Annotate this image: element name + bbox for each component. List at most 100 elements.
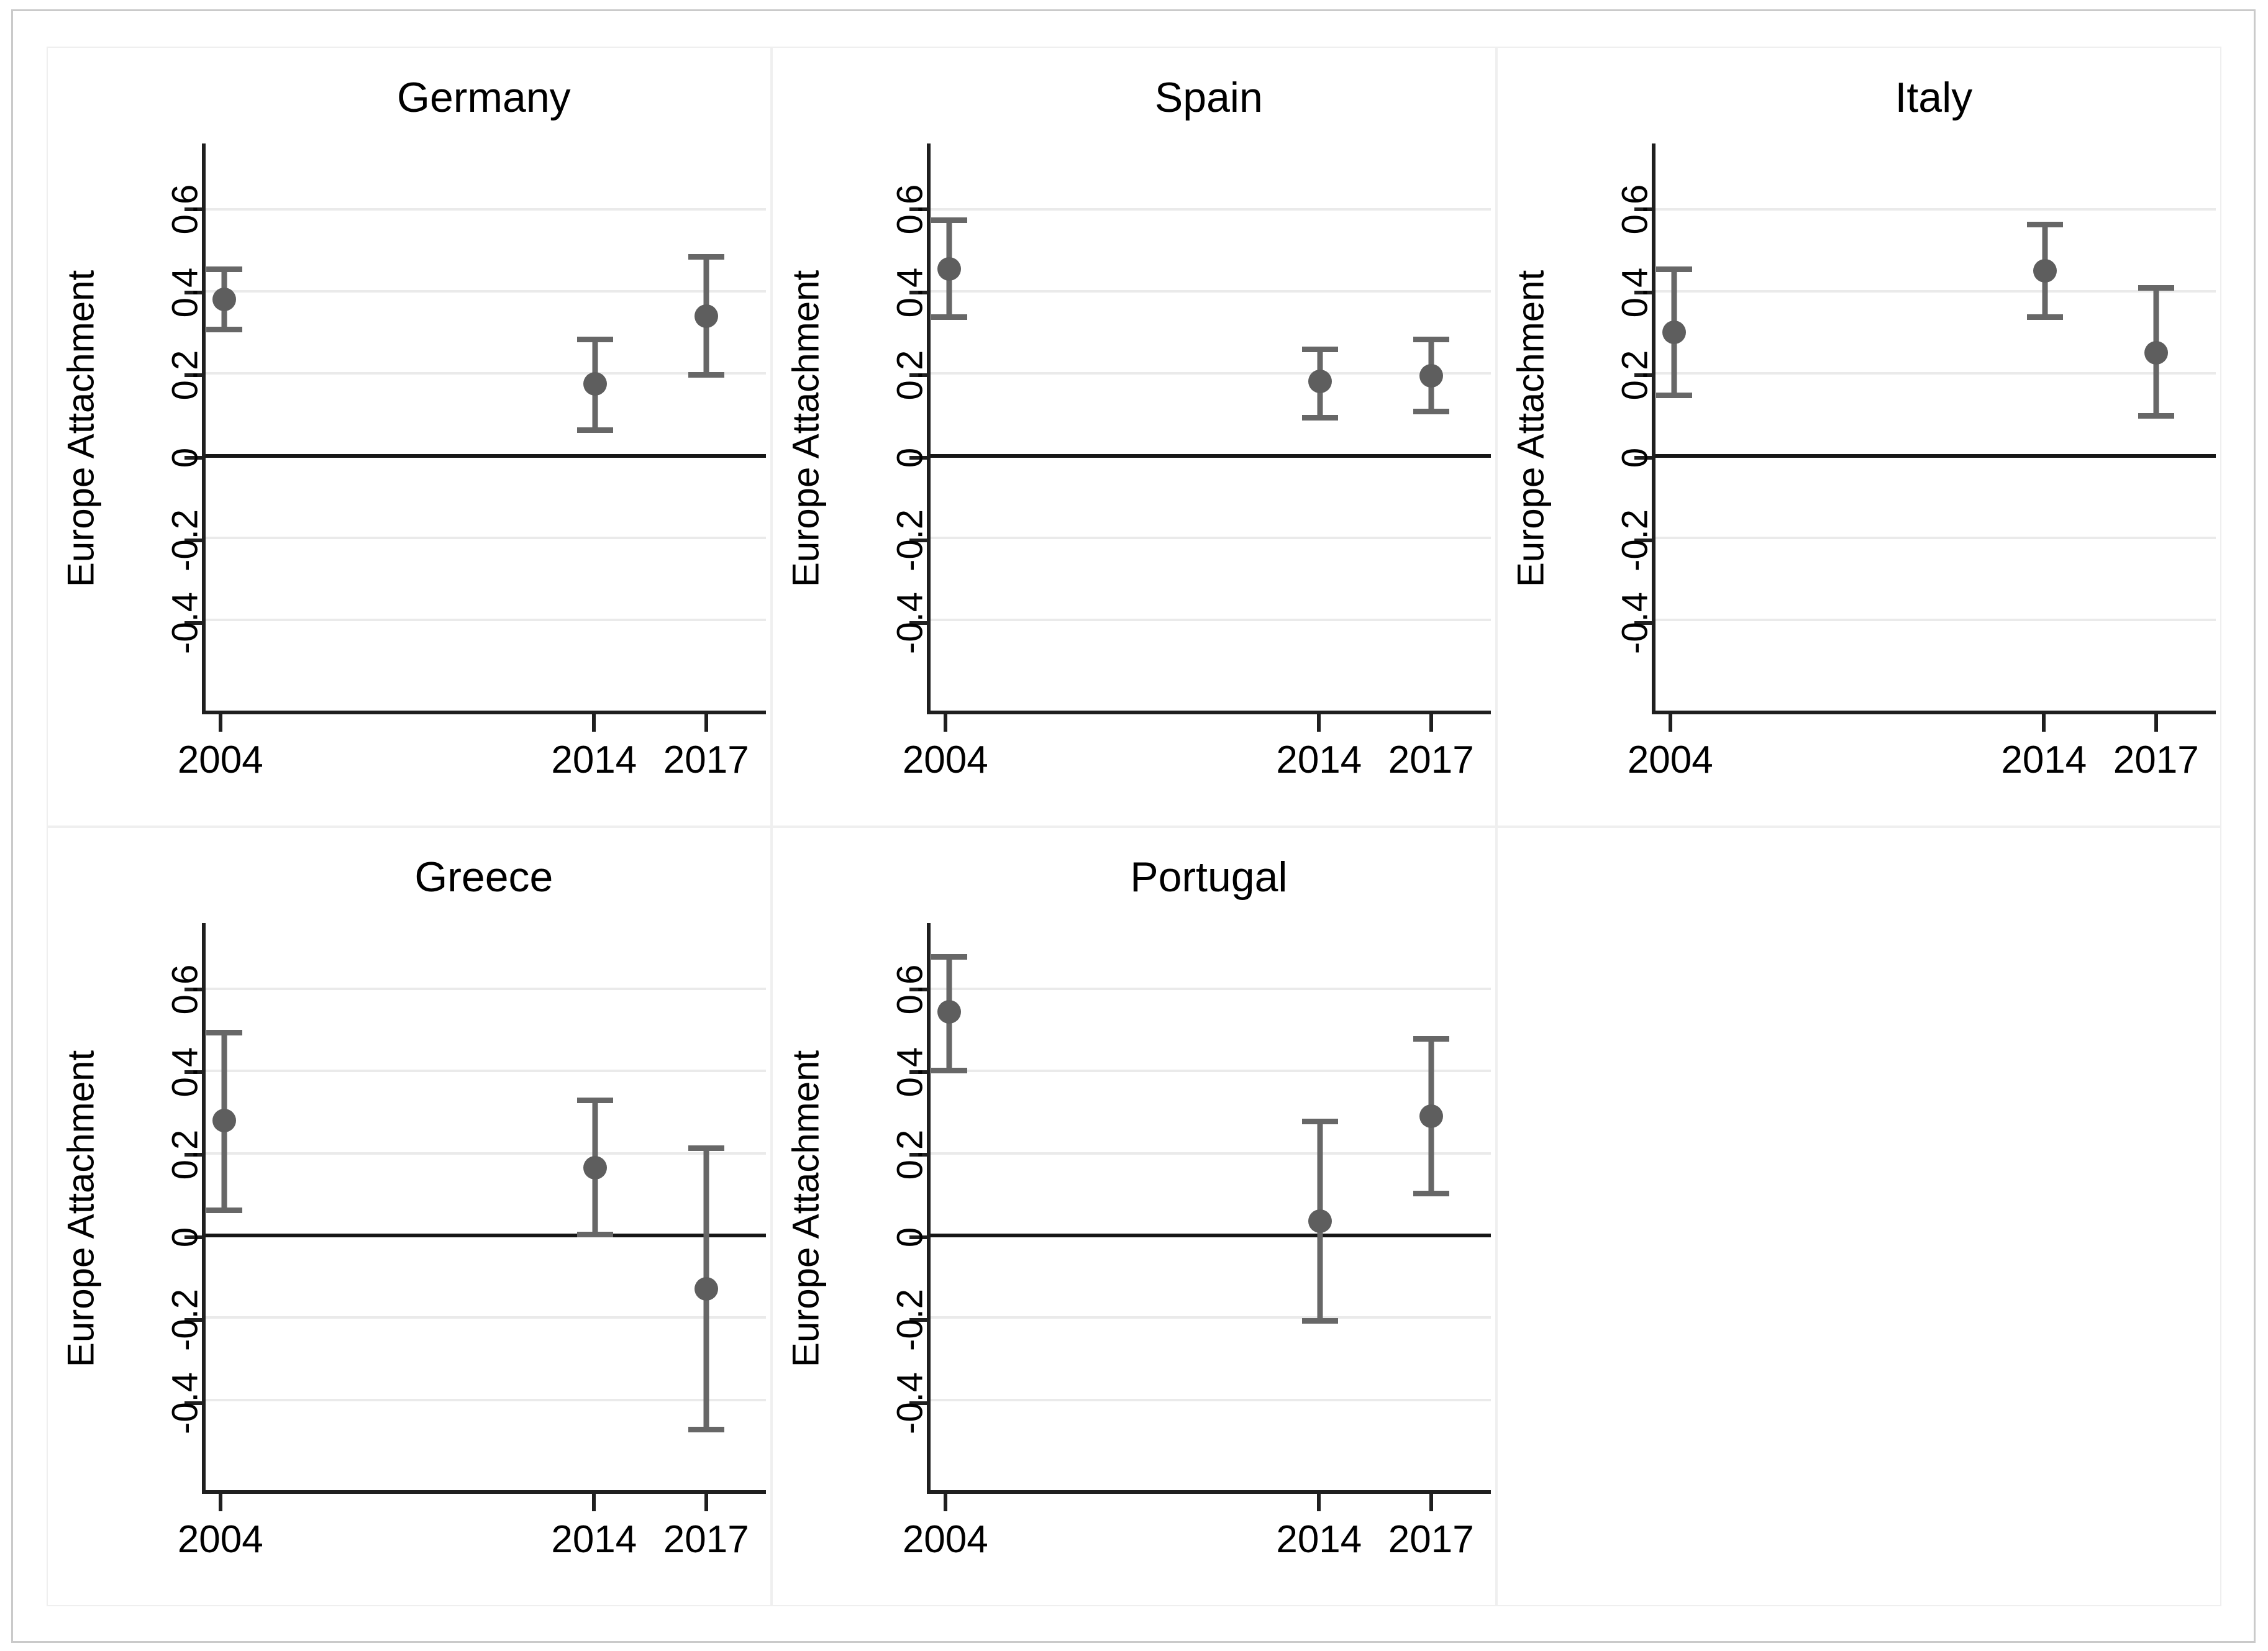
plot-area — [201, 143, 767, 714]
data-point-2017 — [1419, 363, 1444, 388]
gridline — [1655, 207, 2216, 211]
y-tick-mark — [184, 455, 202, 460]
y-tick-label: 0.2 — [165, 350, 206, 401]
plot-area — [201, 923, 767, 1494]
y-tick-mark — [184, 538, 202, 542]
panel-title: Greece — [414, 853, 553, 901]
y-tick-label: -0.4 — [890, 592, 931, 655]
gridline — [930, 988, 1492, 991]
x-tick-mark — [2042, 714, 2046, 732]
y-tick-label: 0.4 — [890, 267, 931, 317]
panel-greece: Greece Europe Attachment 0.6 0.4 0.2 0 -0.2 -0.… — [47, 826, 772, 1606]
data-point-2014 — [1308, 370, 1332, 394]
y-tick-label: 0.2 — [165, 1129, 206, 1180]
y-tick-label: -0.2 — [1614, 509, 1655, 571]
error-bar-cap-upper — [206, 1030, 242, 1036]
data-point-2017 — [2144, 341, 2169, 365]
error-bar-cap-upper — [2138, 285, 2175, 291]
y-tick-label: 0 — [1614, 447, 1655, 468]
data-point-2014 — [2033, 258, 2057, 283]
gridline — [1655, 536, 2216, 539]
panels-grid: Germany Europe Attachment 0.6 0.4 0.2 0 -0.2 -0… — [47, 47, 2221, 1606]
x-tick-mark — [218, 1494, 222, 1512]
y-axis-label: Europe Attachment — [785, 270, 827, 588]
data-point-2004 — [937, 999, 961, 1024]
gridline — [930, 1070, 1492, 1073]
x-tick-label: 2004 — [177, 738, 263, 781]
y-tick-mark — [184, 207, 202, 212]
y-tick-mark — [184, 1318, 202, 1322]
y-tick-mark — [909, 1318, 927, 1322]
error-bar-cap-lower — [577, 427, 614, 434]
y-tick-label: -0.4 — [890, 1371, 931, 1434]
x-tick-label: 2017 — [1388, 738, 1474, 781]
x-tick-mark — [592, 714, 596, 732]
y-tick-label: 0.6 — [890, 184, 931, 235]
gridline — [205, 988, 767, 991]
y-tick-mark — [1634, 455, 1652, 460]
plot-area — [1651, 143, 2216, 714]
error-bar-cap-lower — [1413, 1191, 1450, 1197]
plot-area — [926, 143, 1492, 714]
error-bar-cap-lower — [1302, 415, 1339, 421]
y-tick-label: -0.2 — [890, 509, 931, 571]
gridline — [205, 1398, 767, 1401]
panel-title: Spain — [1154, 73, 1263, 121]
y-tick-mark — [184, 1153, 202, 1157]
y-tick-label: 0.4 — [165, 267, 206, 317]
x-tick-mark — [704, 1494, 708, 1512]
y-tick-label: 0.4 — [1614, 267, 1655, 317]
panel-title: Italy — [1895, 73, 1973, 121]
gridline — [205, 207, 767, 211]
error-bar-cap-lower — [931, 314, 967, 321]
gridline — [205, 372, 767, 375]
zero-reference-line — [1655, 453, 2216, 458]
error-bar-cap-lower — [206, 327, 242, 333]
x-tick-mark — [943, 714, 947, 732]
panel-title: Germany — [397, 73, 571, 121]
y-tick-mark — [1634, 290, 1652, 294]
error-bar-cap-upper — [931, 217, 967, 223]
error-bar-cap-upper — [2027, 221, 2064, 227]
x-tick-label: 2017 — [1388, 1518, 1474, 1562]
error-bar-cap-upper — [688, 1145, 725, 1151]
x-tick-label: 2014 — [1276, 738, 1362, 781]
data-point-2017 — [695, 304, 719, 328]
gridline — [930, 1316, 1492, 1319]
data-point-2004 — [212, 1108, 236, 1132]
panel-title: Portugal — [1130, 853, 1288, 901]
x-tick-label: 2004 — [177, 1518, 263, 1562]
error-bar-cap-lower — [688, 1427, 725, 1433]
zero-reference-line — [930, 453, 1492, 458]
y-tick-mark — [909, 373, 927, 377]
gridline — [1655, 619, 2216, 622]
error-bar-cap-upper — [1655, 266, 1692, 273]
error-bar-cap-lower — [931, 1067, 967, 1073]
gridline — [930, 289, 1492, 293]
gridline — [930, 372, 1492, 375]
y-tick-label: 0 — [890, 1227, 931, 1248]
y-tick-mark — [184, 987, 202, 991]
error-bar-cap-lower — [2138, 413, 2175, 419]
data-point-2004 — [212, 288, 236, 312]
data-point-2004 — [937, 257, 961, 281]
error-bar-cap-upper — [1302, 347, 1339, 353]
panel-portugal: Portugal Europe Attachment 0.6 0.4 0.2 0 -0.2 -… — [772, 826, 1496, 1606]
y-tick-label: 0.6 — [165, 184, 206, 235]
gridline — [930, 1398, 1492, 1401]
y-tick-mark — [1634, 207, 1652, 212]
y-tick-mark — [909, 621, 927, 625]
y-tick-label: 0 — [890, 447, 931, 468]
y-tick-label: 0.2 — [890, 350, 931, 401]
y-axis-label: Europe Attachment — [785, 1050, 827, 1367]
data-point-2014 — [1308, 1209, 1332, 1233]
y-tick-label: -0.2 — [165, 1289, 206, 1352]
error-bar-cap-upper — [931, 954, 967, 960]
figure-border — [11, 9, 2256, 1643]
y-tick-mark — [184, 1070, 202, 1075]
gridline — [205, 1152, 767, 1155]
gridline — [930, 536, 1492, 539]
y-tick-mark — [909, 1070, 927, 1075]
y-tick-label: -0.4 — [165, 592, 206, 655]
